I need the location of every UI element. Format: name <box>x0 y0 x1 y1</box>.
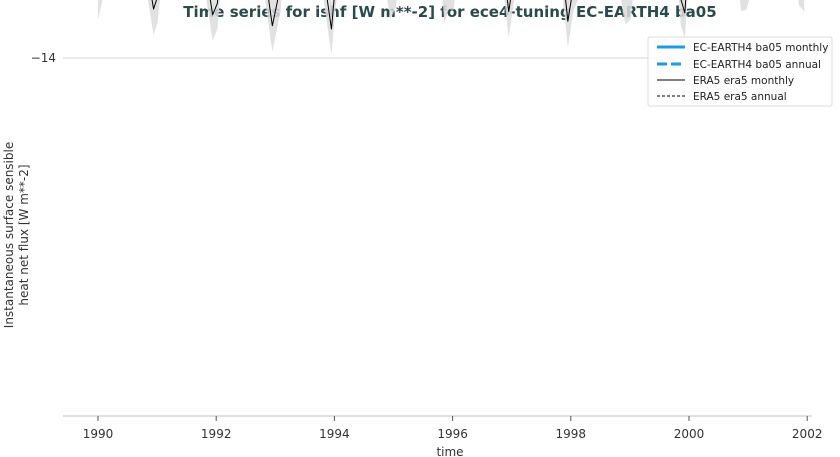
y-tick-label: −14 <box>31 51 56 65</box>
legend-box <box>647 36 833 107</box>
x-tick-label: 1996 <box>437 427 468 441</box>
x-tick-label: 2002 <box>792 427 823 441</box>
x-tick-label: 2000 <box>674 427 705 441</box>
legend-label: ERA5 era5 monthly <box>693 75 794 87</box>
x-tick-label: 1994 <box>319 427 350 441</box>
x-ticks: 1990 1992 1994 1996 1998 2000 2002 <box>83 416 823 441</box>
x-axis-label: time <box>436 445 463 457</box>
y-axis-label-line1: Instantaneous surface sensible <box>2 142 16 328</box>
x-tick-label: 1990 <box>83 427 114 441</box>
x-tick-label: 1992 <box>201 427 232 441</box>
x-tick-label: 1998 <box>556 427 587 441</box>
legend-label: ERA5 era5 annual <box>693 91 787 103</box>
y-ticks: −14−15−16−17−18−19 <box>31 0 56 65</box>
legend-label: EC-EARTH4 ba05 monthly <box>693 42 828 54</box>
legend-label: EC-EARTH4 ba05 annual <box>693 59 821 71</box>
y-tick-label: −15 <box>31 0 56 1</box>
chart-title: Time series for ishf [W m**-2] for ece4-… <box>183 3 716 21</box>
y-axis-label-line2: heat net flux [W m**-2] <box>17 164 31 305</box>
legend: EC-EARTH4 ba05 monthly EC-EARTH4 ba05 an… <box>647 36 833 107</box>
